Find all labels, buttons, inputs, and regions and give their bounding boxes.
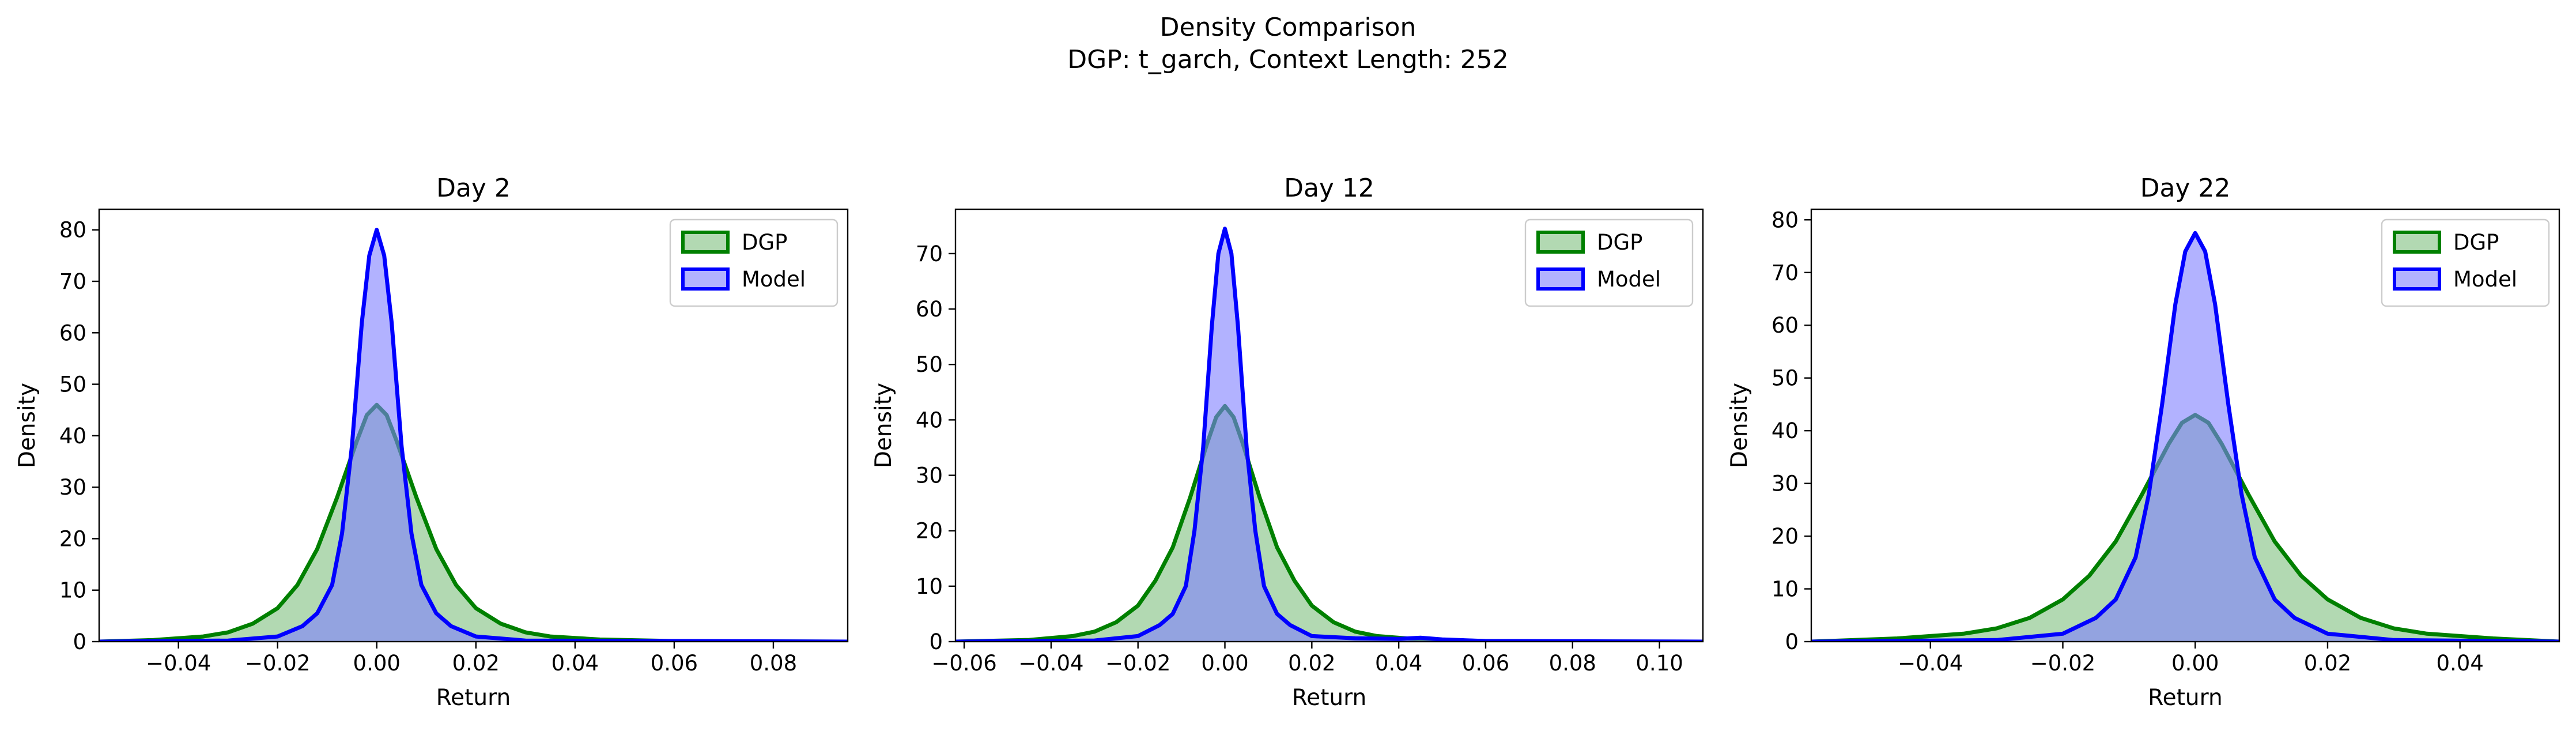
y-tick-label: 10 <box>916 574 943 599</box>
density-line-model <box>955 227 1703 642</box>
legend-label-dgp: DGP <box>742 230 787 255</box>
x-tick-label: −0.02 <box>2030 651 2095 676</box>
y-tick-label: 80 <box>59 218 86 243</box>
legend: DGP Model <box>2381 218 2550 307</box>
y-tick-label: 0 <box>73 630 86 654</box>
y-axis-label: Density <box>1727 383 1752 468</box>
x-tick-label: 0.06 <box>651 651 698 676</box>
subplot-title: Day 2 <box>436 174 511 203</box>
subplot-title: Day 22 <box>2140 174 2231 203</box>
y-axis-label: Density <box>14 383 40 468</box>
legend-label-model: Model <box>1597 267 1661 292</box>
subplot-panel-2: −0.06 −0.04 −0.02 0.00 0.02 0.04 0.06 0.08 0.10 0… <box>871 174 1704 711</box>
x-tick-label: 0.10 <box>1636 651 1683 676</box>
axes-frame <box>98 208 849 643</box>
x-tick-label: 0.04 <box>1375 651 1422 676</box>
x-tick-label: 0.00 <box>1201 651 1248 676</box>
figure-subtitle: DGP: t_garch, Context Length: 252 <box>1067 45 1509 74</box>
y-tick-label: 50 <box>916 352 943 377</box>
legend-swatch-model <box>681 267 730 291</box>
legend: DGP Model <box>669 218 838 307</box>
x-tick-label: 0.04 <box>552 651 599 676</box>
density-area-model <box>1811 233 2559 642</box>
y-tick-label: 60 <box>916 297 943 322</box>
x-tick-label: −0.04 <box>146 651 211 676</box>
y-tick-label: 70 <box>1772 261 1799 285</box>
x-tick-label: 0.02 <box>1288 651 1335 676</box>
x-tick-label: 0.06 <box>1462 651 1509 676</box>
y-tick-label: 10 <box>59 578 86 603</box>
y-tick-label: 40 <box>1772 419 1799 443</box>
y-tick-label: 70 <box>59 269 86 294</box>
x-tick-label: −0.02 <box>1105 651 1170 676</box>
legend-swatch-model <box>2393 267 2441 291</box>
legend-label-dgp: DGP <box>1597 230 1642 255</box>
density-line-model <box>1811 231 2559 642</box>
y-tick-label: 40 <box>59 424 86 448</box>
subplot-panel-3: −0.04 −0.02 0.00 0.02 0.04 0 10 20 30 40 50 60 70 80 D… <box>1727 174 2560 711</box>
x-tick-label: 0.04 <box>2437 651 2484 676</box>
legend: DGP Model <box>1524 218 1694 307</box>
legend-label-model: Model <box>742 267 806 292</box>
x-tick-label: 0.00 <box>353 651 401 676</box>
y-tick-label: 0 <box>929 630 943 654</box>
y-tick-label: 20 <box>1772 524 1799 549</box>
axes-frame <box>1810 208 2560 643</box>
y-tick-label: 50 <box>59 372 86 397</box>
y-tick-label: 10 <box>1772 577 1799 602</box>
density-line-dgp <box>955 404 1703 642</box>
y-tick-label: 20 <box>59 526 86 551</box>
density-line-dgp <box>99 402 848 642</box>
y-tick-label: 20 <box>916 519 943 544</box>
y-tick-label: 30 <box>1772 472 1799 496</box>
legend-swatch-dgp <box>1536 231 1585 254</box>
x-tick-label: 0.08 <box>1549 651 1596 676</box>
x-tick-label: 0.02 <box>452 651 500 676</box>
subplot-title: Day 12 <box>1284 174 1374 203</box>
y-tick-label: 0 <box>1785 630 1799 654</box>
y-tick-label: 60 <box>59 321 86 345</box>
x-tick-label: −0.06 <box>931 651 996 676</box>
legend-label-model: Model <box>2453 267 2517 292</box>
y-axis-label: Density <box>871 383 897 468</box>
x-tick-label: −0.02 <box>245 651 310 676</box>
y-tick-label: 30 <box>916 463 943 488</box>
y-tick-label: 80 <box>1772 208 1799 232</box>
x-tick-label: 0.02 <box>2304 651 2351 676</box>
axes-frame <box>954 208 1704 643</box>
x-axis-label: Return <box>1292 685 1366 711</box>
legend-swatch-model <box>1536 267 1585 291</box>
legend-label-dgp: DGP <box>2453 230 2499 255</box>
y-tick-label: 70 <box>916 242 943 266</box>
x-tick-label: 0.08 <box>750 651 797 676</box>
x-axis-label: Return <box>2148 685 2222 711</box>
subplot-panel-1: −0.04 −0.02 0.00 0.02 0.04 0.06 0.08 0 10 20 30 40 5… <box>14 174 849 711</box>
y-tick-label: 30 <box>59 475 86 500</box>
legend-swatch-dgp <box>681 231 730 254</box>
x-tick-label: −0.04 <box>1898 651 1963 676</box>
x-tick-label: −0.04 <box>1018 651 1083 676</box>
y-tick-label: 60 <box>1772 313 1799 338</box>
density-line-model <box>99 228 848 642</box>
legend-swatch-dgp <box>2393 231 2441 254</box>
density-area-dgp <box>955 406 1703 642</box>
y-tick-label: 40 <box>916 408 943 432</box>
y-tick-label: 50 <box>1772 366 1799 391</box>
x-tick-label: 0.00 <box>2171 651 2219 676</box>
figure-title: Density Comparison <box>1160 13 1417 42</box>
x-axis-label: Return <box>436 685 511 711</box>
